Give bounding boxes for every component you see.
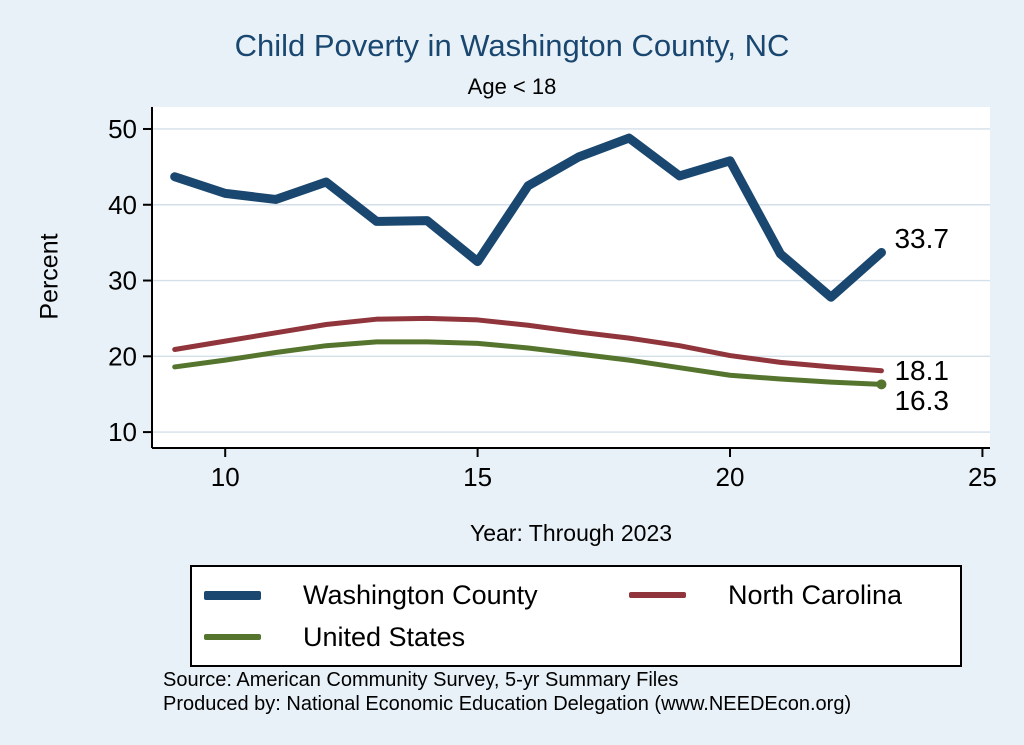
end-label-united-states: 16.3: [894, 385, 949, 416]
chart-title: Child Poverty in Washington County, NC: [234, 28, 790, 63]
y-tick-label: 40: [108, 190, 137, 220]
x-tick-label: 10: [211, 462, 240, 492]
series-line-washington-county: [170, 133, 886, 302]
united-states-line-swatch: [204, 634, 261, 640]
legend-label-united-states: United States: [303, 621, 466, 652]
chart-subtitle: Age < 18: [467, 74, 557, 99]
x-tick-label: 20: [716, 462, 745, 492]
producer-note: Produced by: National Economic Education…: [163, 693, 852, 715]
series-line-united-states: [172, 339, 884, 387]
legend-label-north-carolina: North Carolina: [728, 579, 903, 610]
legend-label-washington-county: Washington County: [303, 579, 538, 610]
notes-block: Source: American Community Survey, 5-yr …: [163, 668, 851, 716]
y-tick-label: 30: [108, 266, 137, 296]
x-axis-label: Year: Through 2023: [469, 520, 673, 546]
end-label-north-carolina: 18.1: [894, 355, 949, 386]
washington-county-line-swatch: [204, 590, 261, 600]
legend-item-north-carolina: North Carolina: [629, 575, 948, 615]
y-tick-label: 50: [108, 114, 137, 144]
legend-item-washington-county: Washington County: [204, 575, 629, 615]
series-end-dot: [876, 379, 887, 390]
y-tick-label: 20: [108, 341, 137, 371]
x-tick-label: 15: [463, 462, 492, 492]
north-carolina-line-swatch: [629, 592, 686, 598]
source-note: Source: American Community Survey, 5-yr …: [163, 669, 679, 691]
y-tick-label: 10: [108, 417, 137, 447]
x-tick-label: 25: [968, 462, 997, 492]
legend-item-united-states: United States: [204, 617, 629, 657]
end-label-washington-county: 33.7: [894, 223, 949, 254]
series-line-north-carolina: [172, 315, 884, 374]
legend: Washington County North Carolina United …: [190, 565, 962, 667]
